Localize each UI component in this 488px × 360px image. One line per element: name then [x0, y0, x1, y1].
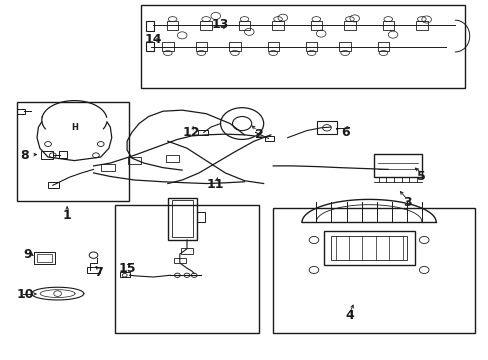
Bar — [310, 21, 322, 30]
Text: 2: 2 — [254, 128, 263, 141]
Bar — [174, 258, 185, 263]
Bar — [305, 42, 317, 51]
Text: 11: 11 — [206, 178, 224, 191]
Bar — [146, 21, 154, 31]
Bar — [162, 42, 173, 51]
Bar — [141, 5, 464, 88]
Bar — [344, 21, 355, 30]
Bar — [330, 236, 407, 260]
Bar — [17, 109, 24, 114]
Bar — [41, 151, 53, 159]
Text: 1: 1 — [62, 210, 71, 222]
Bar — [120, 273, 130, 277]
Bar — [171, 201, 192, 237]
Bar — [229, 42, 240, 51]
Bar — [323, 231, 414, 265]
Text: 13: 13 — [211, 18, 229, 31]
Bar — [267, 42, 279, 51]
Text: 15: 15 — [118, 262, 136, 275]
Bar — [382, 21, 393, 30]
Bar — [101, 164, 114, 171]
Bar — [195, 42, 207, 51]
Bar — [200, 21, 211, 30]
Bar — [377, 42, 388, 51]
Bar — [339, 42, 350, 51]
Bar — [59, 152, 66, 158]
Bar — [196, 212, 205, 222]
Text: 5: 5 — [417, 170, 426, 183]
Text: 8: 8 — [20, 149, 29, 162]
Text: 4: 4 — [345, 309, 354, 322]
Bar — [127, 157, 141, 164]
Text: 7: 7 — [94, 266, 102, 279]
Bar — [317, 121, 336, 134]
Text: 14: 14 — [144, 33, 162, 46]
Bar — [415, 21, 427, 30]
Bar — [17, 102, 129, 201]
Text: 12: 12 — [183, 126, 200, 139]
Bar — [87, 267, 100, 273]
Bar — [272, 21, 283, 30]
Text: 10: 10 — [16, 288, 34, 301]
Text: 3: 3 — [402, 197, 411, 210]
Bar — [34, 252, 55, 264]
Bar — [273, 208, 473, 333]
Bar — [373, 154, 421, 177]
Bar — [48, 182, 59, 188]
Bar — [165, 155, 179, 162]
Text: 6: 6 — [340, 126, 349, 139]
Bar — [167, 198, 196, 240]
Text: H: H — [71, 123, 78, 132]
Text: 9: 9 — [23, 248, 32, 261]
Bar — [37, 254, 52, 262]
Bar — [181, 248, 192, 254]
Bar — [146, 42, 154, 51]
Bar — [264, 136, 273, 141]
Bar — [198, 130, 207, 135]
Bar — [115, 205, 258, 333]
Bar — [238, 21, 250, 30]
Bar — [166, 21, 178, 30]
